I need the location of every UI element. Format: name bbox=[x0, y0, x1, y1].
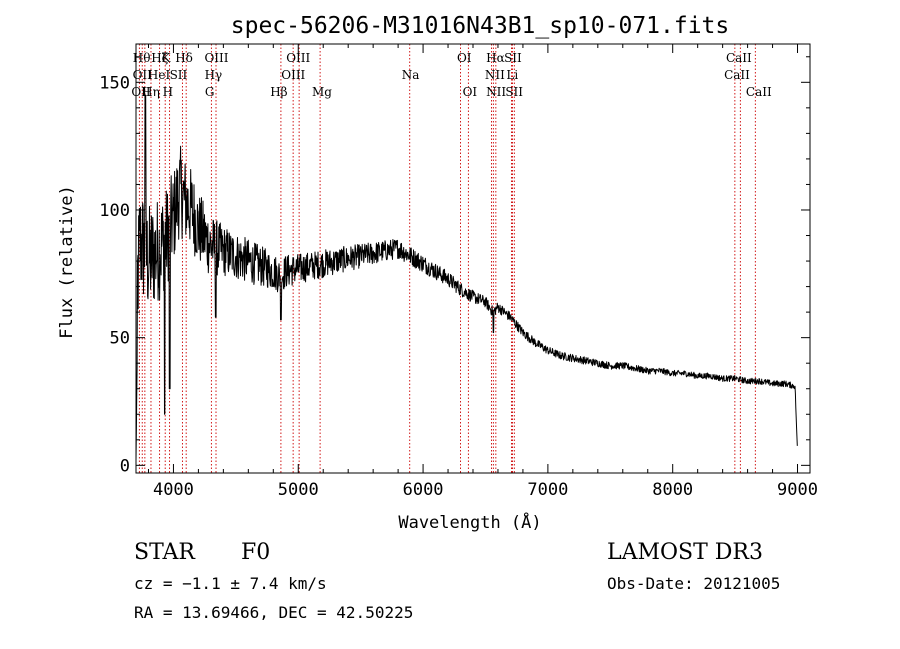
survey-name: LAMOST DR3 bbox=[607, 540, 763, 565]
y-tick-label: 100 bbox=[99, 201, 130, 221]
line-label: OIII bbox=[204, 51, 228, 65]
y-axis-label: Flux (relative) bbox=[57, 185, 77, 339]
x-tick-label: 9000 bbox=[777, 480, 818, 500]
spectral-line-markers bbox=[138, 44, 756, 473]
line-label: Mg bbox=[312, 85, 332, 99]
redshift-readout: cz = −1.1 ± 7.4 km/s bbox=[134, 574, 327, 593]
line-label: CaII bbox=[724, 68, 750, 82]
line-label: Li bbox=[506, 68, 518, 82]
line-label: Hθ bbox=[133, 51, 151, 65]
x-tick-label: 8000 bbox=[652, 480, 693, 500]
line-label: Na bbox=[402, 68, 420, 82]
line-label: SII bbox=[505, 85, 523, 99]
line-label: SII bbox=[170, 68, 188, 82]
line-label: Hγ bbox=[205, 68, 223, 82]
line-label: G bbox=[205, 85, 215, 99]
line-label: H bbox=[163, 85, 173, 99]
line-label: HeI bbox=[148, 68, 171, 82]
y-axis-ticks: 0 50 100 150 bbox=[99, 56, 810, 476]
line-label: Hζ bbox=[151, 51, 168, 65]
line-label: Hδ bbox=[175, 51, 193, 65]
x-tick-label: 6000 bbox=[403, 480, 444, 500]
chart-title: spec-56206-M31016N43B1_sp10-071.fits bbox=[231, 13, 730, 39]
line-label: OIII bbox=[281, 68, 305, 82]
line-label: NII bbox=[485, 68, 505, 82]
line-label: Hα bbox=[486, 51, 505, 65]
line-label: OIII bbox=[286, 51, 310, 65]
y-tick-label: 50 bbox=[110, 329, 130, 349]
x-tick-label: 4000 bbox=[153, 480, 194, 500]
line-label: Hη bbox=[142, 85, 160, 99]
x-axis-ticks: 4000 5000 6000 7000 8000 9000 bbox=[147, 44, 818, 500]
line-label: K bbox=[161, 51, 171, 65]
line-label: Hβ bbox=[270, 85, 287, 99]
line-label: CaII bbox=[746, 85, 772, 99]
line-label: NII bbox=[486, 85, 506, 99]
object-class: STAR bbox=[134, 540, 195, 565]
y-tick-label: 0 bbox=[120, 456, 130, 476]
spectrum-line bbox=[135, 94, 798, 461]
x-tick-label: 7000 bbox=[527, 480, 568, 500]
object-subclass: F0 bbox=[241, 540, 271, 565]
line-label: CaII bbox=[726, 51, 752, 65]
x-axis-label: Wavelength (Å) bbox=[398, 511, 541, 533]
line-label: OI bbox=[463, 85, 478, 99]
line-label: OI bbox=[457, 51, 472, 65]
x-tick-label: 5000 bbox=[278, 480, 319, 500]
line-label: SII bbox=[504, 51, 522, 65]
y-tick-label: 150 bbox=[99, 73, 130, 93]
line-label: OII bbox=[133, 68, 153, 82]
coordinates-readout: RA = 13.69466, DEC = 42.50225 bbox=[134, 603, 414, 622]
observation-date: Obs-Date: 20121005 bbox=[607, 574, 781, 593]
